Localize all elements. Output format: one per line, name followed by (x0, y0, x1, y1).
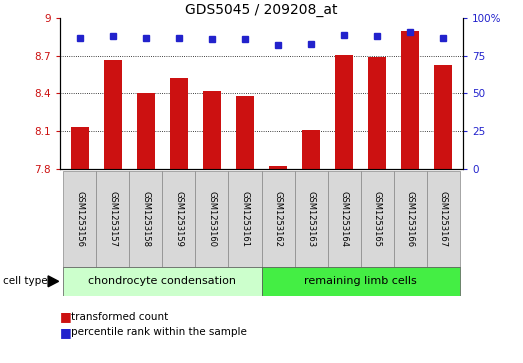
Text: GSM1253164: GSM1253164 (339, 191, 348, 247)
Text: ■: ■ (60, 326, 72, 339)
Text: transformed count: transformed count (71, 311, 168, 322)
Bar (236, 96, 254, 169)
Text: percentile rank within the sample: percentile rank within the sample (71, 327, 246, 337)
Bar (96, 171, 130, 267)
Text: GSM1253159: GSM1253159 (175, 191, 184, 246)
Text: GSM1253165: GSM1253165 (372, 191, 382, 247)
Bar (368, 57, 386, 169)
Text: GSM1253167: GSM1253167 (439, 191, 448, 247)
Bar (302, 130, 320, 169)
Text: GSM1253166: GSM1253166 (405, 191, 415, 247)
Bar (269, 166, 287, 169)
Text: GSM1253162: GSM1253162 (274, 191, 282, 247)
Bar (262, 171, 294, 267)
Bar (294, 171, 327, 267)
Title: GDS5045 / 209208_at: GDS5045 / 209208_at (185, 3, 338, 17)
Bar (262, 267, 460, 296)
Bar (393, 171, 427, 267)
Bar (71, 127, 89, 169)
Bar (196, 171, 229, 267)
Bar (434, 65, 452, 169)
Bar (170, 78, 188, 169)
Polygon shape (48, 276, 59, 287)
Bar (360, 171, 393, 267)
Text: remaining limb cells: remaining limb cells (304, 276, 417, 286)
Text: GSM1253158: GSM1253158 (141, 191, 151, 247)
Bar (427, 171, 460, 267)
Bar (327, 171, 360, 267)
Text: chondrocyte condensation: chondrocyte condensation (88, 276, 236, 286)
Bar (229, 171, 262, 267)
Bar (401, 31, 419, 169)
Bar (203, 91, 221, 169)
Text: ■: ■ (60, 310, 72, 323)
Bar (137, 93, 155, 169)
Bar (130, 171, 163, 267)
Bar (104, 60, 122, 169)
Text: GSM1253156: GSM1253156 (75, 191, 84, 247)
Text: GSM1253160: GSM1253160 (208, 191, 217, 247)
Text: GSM1253163: GSM1253163 (306, 191, 315, 247)
Bar (63, 171, 96, 267)
Bar (335, 54, 353, 169)
Bar (163, 171, 196, 267)
Text: GSM1253161: GSM1253161 (241, 191, 249, 247)
Bar (63, 267, 262, 296)
Text: cell type: cell type (3, 276, 47, 286)
Text: GSM1253157: GSM1253157 (108, 191, 118, 247)
